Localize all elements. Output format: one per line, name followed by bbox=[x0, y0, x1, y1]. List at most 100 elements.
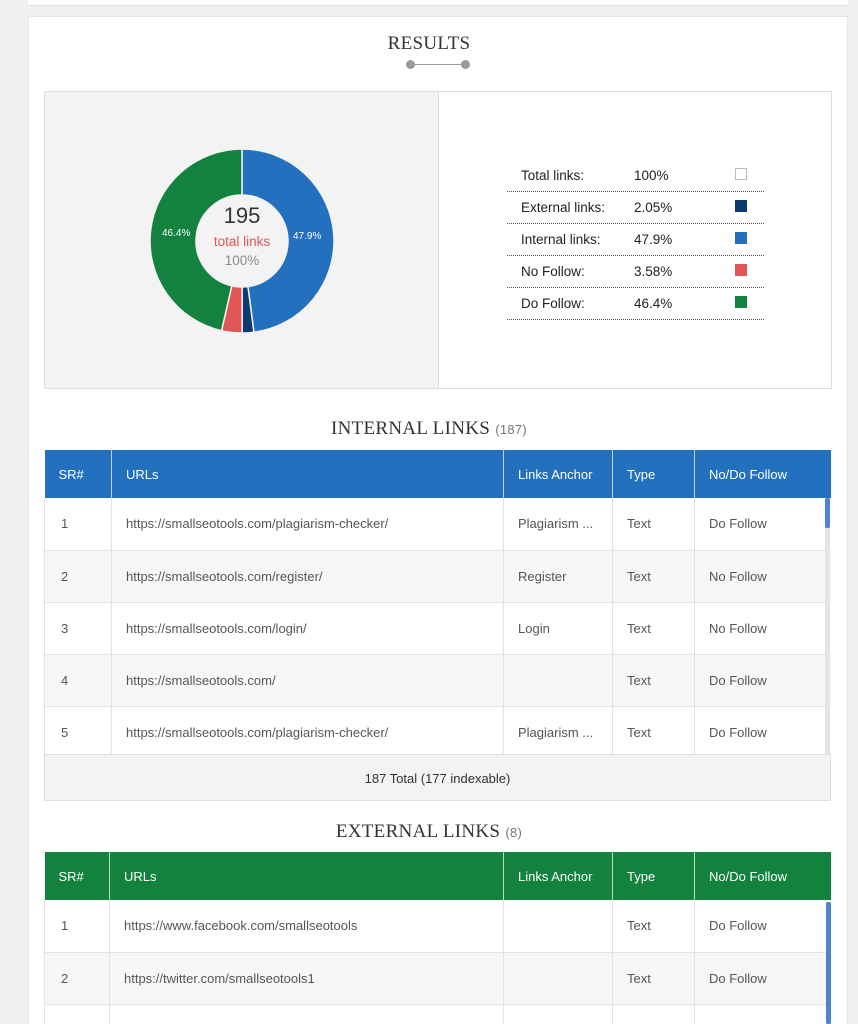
donut-chart bbox=[149, 148, 335, 334]
table-header-row: SR# URLs Links Anchor Type No/Do Follow bbox=[44, 852, 831, 900]
header-links-anchor[interactable]: Links Anchor bbox=[503, 450, 613, 498]
cell-anchor bbox=[503, 952, 613, 1005]
cell-type: Text bbox=[612, 654, 695, 707]
legend-label: No Follow: bbox=[521, 264, 585, 279]
slice-label-dofollow: 46.4% bbox=[162, 228, 191, 239]
header-type[interactable]: Type bbox=[612, 450, 695, 498]
table-row: 1 https://www.facebook.com/smallseotools… bbox=[44, 900, 831, 953]
legend-value: 2.05% bbox=[634, 200, 673, 215]
cell-url-link[interactable]: https://smallseotools.com/register/ bbox=[111, 550, 504, 603]
legend-swatch bbox=[735, 232, 747, 244]
scrollbar-thumb[interactable] bbox=[826, 902, 831, 1024]
cell-type: Text bbox=[612, 706, 695, 754]
internal-links-title: INTERNAL LINKS (187) bbox=[0, 418, 858, 440]
legend-label: Total links: bbox=[521, 168, 585, 183]
internal-links-table-wrapper[interactable]: SR# URLs Links Anchor Type No/Do Follow … bbox=[44, 450, 831, 754]
cell-url-link[interactable]: https://smallseotools.com/login/ bbox=[111, 602, 504, 655]
donut-slice-internal[interactable] bbox=[241, 148, 335, 334]
internal-links-title-text: INTERNAL LINKS bbox=[330, 418, 491, 439]
top-card-edge bbox=[28, 0, 848, 6]
cell-sr bbox=[44, 1004, 110, 1024]
table-row: 2 https://smallseotools.com/register/ Re… bbox=[44, 550, 831, 603]
cell-sr: 2 bbox=[44, 952, 110, 1005]
internal-links-table: SR# URLs Links Anchor Type No/Do Follow … bbox=[44, 450, 831, 754]
external-links-title: EXTERNAL LINKS (8) bbox=[0, 821, 858, 843]
legend-label: Do Follow: bbox=[521, 296, 585, 311]
legend-value: 100% bbox=[634, 168, 669, 183]
external-links-table: SR# URLs Links Anchor Type No/Do Follow … bbox=[44, 852, 831, 1024]
cell-anchor: Login bbox=[503, 602, 613, 655]
cell-sr: 4 bbox=[44, 654, 112, 707]
donut-total-count: 195 bbox=[223, 203, 261, 228]
legend-swatch bbox=[735, 264, 747, 276]
cell-follow: Do Follow bbox=[694, 654, 831, 707]
cell-sr: 1 bbox=[44, 498, 112, 551]
legend-swatch bbox=[735, 168, 747, 180]
table-row bbox=[44, 1004, 831, 1024]
external-links-table-wrapper[interactable]: SR# URLs Links Anchor Type No/Do Follow … bbox=[44, 852, 831, 1024]
legend-row-external-links: External links: 2.05% bbox=[507, 192, 764, 224]
header-urls[interactable]: URLs bbox=[109, 852, 504, 900]
cell-url-link[interactable]: https://smallseotools.com/plagiarism-che… bbox=[111, 498, 504, 551]
scrollbar-thumb[interactable] bbox=[825, 498, 830, 528]
cell-url-link[interactable]: https://smallseotools.com/plagiarism-che… bbox=[111, 706, 504, 754]
results-legend: Total links: 100% External links: 2.05% … bbox=[507, 160, 764, 320]
results-title: RESULTS bbox=[0, 33, 858, 55]
donut-total-label: total links bbox=[213, 234, 271, 249]
cell-anchor bbox=[503, 1004, 613, 1024]
table-header-row: SR# URLs Links Anchor Type No/Do Follow bbox=[44, 450, 831, 498]
cell-follow: No Follow bbox=[694, 550, 831, 603]
cell-anchor bbox=[503, 900, 613, 953]
donut-total-percent: 100% bbox=[224, 253, 260, 268]
legend-label: Internal links: bbox=[521, 232, 601, 247]
cell-sr: 1 bbox=[44, 900, 110, 953]
internal-links-count: (187) bbox=[495, 422, 528, 437]
cell-url-link[interactable] bbox=[109, 1004, 504, 1024]
cell-follow: Do Follow bbox=[694, 498, 831, 551]
donut-hole bbox=[196, 195, 288, 287]
internal-table-scrollbar[interactable] bbox=[825, 498, 830, 754]
cell-sr: 2 bbox=[44, 550, 112, 603]
cell-type: Text bbox=[612, 498, 695, 551]
header-sr[interactable]: SR# bbox=[44, 450, 112, 498]
cell-url-link[interactable]: https://smallseotools.com/ bbox=[111, 654, 504, 707]
cell-sr: 5 bbox=[44, 706, 112, 754]
external-links-title-text: EXTERNAL LINKS bbox=[335, 821, 501, 842]
header-urls[interactable]: URLs bbox=[111, 450, 504, 498]
table-row: 4 https://smallseotools.com/ Text Do Fol… bbox=[44, 654, 831, 707]
legend-row-do-follow: Do Follow: 46.4% bbox=[507, 288, 764, 320]
header-links-anchor[interactable]: Links Anchor bbox=[503, 852, 613, 900]
header-sr[interactable]: SR# bbox=[44, 852, 110, 900]
cell-follow: Do Follow bbox=[694, 706, 831, 754]
table-row: 1 https://smallseotools.com/plagiarism-c… bbox=[44, 498, 831, 551]
legend-row-total-links: Total links: 100% bbox=[507, 160, 764, 192]
table-row: 2 https://twitter.com/smallseotools1 Tex… bbox=[44, 952, 831, 1005]
slice-label-internal: 47.9% bbox=[293, 231, 322, 242]
external-links-count: (8) bbox=[505, 825, 523, 840]
external-table-scrollbar[interactable] bbox=[826, 902, 831, 1024]
table-row: 3 https://smallseotools.com/login/ Login… bbox=[44, 602, 831, 655]
cell-sr: 3 bbox=[44, 602, 112, 655]
cell-follow: Do Follow bbox=[694, 900, 831, 953]
cell-follow bbox=[694, 1004, 831, 1024]
header-follow[interactable]: No/Do Follow bbox=[694, 852, 831, 900]
cell-url-link[interactable]: https://twitter.com/smallseotools1 bbox=[109, 952, 504, 1005]
cell-type: Text bbox=[612, 952, 695, 1005]
legend-row-no-follow: No Follow: 3.58% bbox=[507, 256, 764, 288]
legend-value: 46.4% bbox=[634, 296, 673, 311]
cell-anchor: Plagiarism ... bbox=[503, 706, 613, 754]
cell-url-link[interactable]: https://www.facebook.com/smallseotools bbox=[109, 900, 504, 953]
table-row: 5 https://smallseotools.com/plagiarism-c… bbox=[44, 706, 831, 754]
cell-anchor bbox=[503, 654, 613, 707]
cell-type: Text bbox=[612, 602, 695, 655]
cell-type: Text bbox=[612, 550, 695, 603]
cell-type: Text bbox=[612, 900, 695, 953]
header-follow[interactable]: No/Do Follow bbox=[694, 450, 831, 498]
cell-follow: Do Follow bbox=[694, 952, 831, 1005]
legend-row-internal-links: Internal links: 47.9% bbox=[507, 224, 764, 256]
legend-panel bbox=[440, 92, 831, 388]
title-divider-icon bbox=[406, 60, 470, 70]
cell-anchor: Register bbox=[503, 550, 613, 603]
header-type[interactable]: Type bbox=[612, 852, 695, 900]
cell-type bbox=[612, 1004, 695, 1024]
